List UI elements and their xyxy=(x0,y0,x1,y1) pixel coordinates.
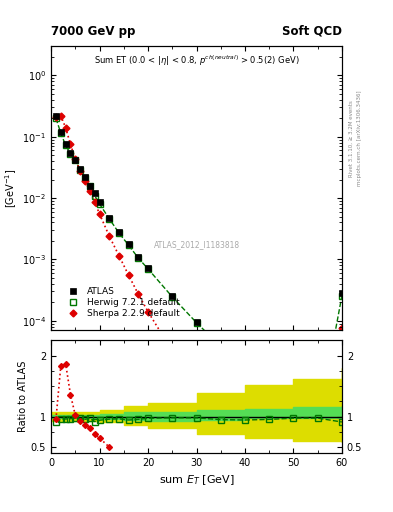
Herwig 7.2.1 default xyxy=(83,175,87,181)
ATLAS xyxy=(88,182,92,188)
ATLAS xyxy=(340,290,344,296)
ATLAS xyxy=(267,383,272,390)
Sherpa 2.2.9 default xyxy=(194,387,199,393)
Text: Rivet 3.1.10, ≥ 3.2M events: Rivet 3.1.10, ≥ 3.2M events xyxy=(349,100,354,177)
Sherpa 2.2.9 default xyxy=(53,114,58,120)
Sherpa 2.2.9 default xyxy=(97,211,102,217)
Sherpa 2.2.9 default xyxy=(242,462,247,468)
Sherpa 2.2.9 default xyxy=(146,309,151,315)
Sherpa 2.2.9 default xyxy=(219,424,223,431)
Herwig 7.2.1 default xyxy=(146,266,151,272)
ATLAS xyxy=(83,174,87,180)
Herwig 7.2.1 default xyxy=(170,294,174,300)
Sherpa 2.2.9 default xyxy=(267,499,272,505)
ATLAS xyxy=(68,150,73,156)
Sherpa 2.2.9 default xyxy=(107,233,112,239)
Herwig 7.2.1 default xyxy=(126,242,131,248)
ATLAS xyxy=(194,319,199,325)
Y-axis label: $\frac{1}{N_{\rm evt}}\frac{dN_{\rm evt}}{d\,{\rm sum}\,E_T}$
[GeV$^{-1}$]: $\frac{1}{N_{\rm evt}}\frac{dN_{\rm evt}… xyxy=(0,166,19,210)
Text: ATLAS_2012_I1183818: ATLAS_2012_I1183818 xyxy=(153,241,240,249)
Herwig 7.2.1 default xyxy=(267,385,272,391)
ATLAS xyxy=(146,265,151,271)
Text: 7000 GeV pp: 7000 GeV pp xyxy=(51,25,136,37)
Sherpa 2.2.9 default xyxy=(59,113,63,119)
X-axis label: sum $E_T$ [GeV]: sum $E_T$ [GeV] xyxy=(159,474,234,487)
ATLAS xyxy=(291,403,296,410)
ATLAS xyxy=(63,141,68,147)
Herwig 7.2.1 default xyxy=(194,319,199,326)
ATLAS xyxy=(92,190,97,196)
Sherpa 2.2.9 default xyxy=(63,124,68,131)
Herwig 7.2.1 default xyxy=(97,201,102,207)
Herwig 7.2.1 default xyxy=(242,365,247,371)
Herwig 7.2.1 default xyxy=(219,344,223,350)
Legend: ATLAS, Herwig 7.2.1 default, Sherpa 2.2.9 default: ATLAS, Herwig 7.2.1 default, Sherpa 2.2.… xyxy=(61,285,181,320)
Sherpa 2.2.9 default xyxy=(73,156,78,162)
ATLAS xyxy=(73,157,78,163)
Text: Soft QCD: Soft QCD xyxy=(282,25,342,37)
Herwig 7.2.1 default xyxy=(53,115,58,121)
ATLAS xyxy=(136,254,141,260)
Herwig 7.2.1 default xyxy=(63,142,68,148)
Line: Sherpa 2.2.9 default: Sherpa 2.2.9 default xyxy=(53,113,344,512)
Herwig 7.2.1 default xyxy=(291,404,296,410)
ATLAS xyxy=(126,241,131,247)
Herwig 7.2.1 default xyxy=(68,151,73,157)
Herwig 7.2.1 default xyxy=(92,193,97,199)
Y-axis label: Ratio to ATLAS: Ratio to ATLAS xyxy=(18,361,28,433)
ATLAS xyxy=(97,199,102,205)
Herwig 7.2.1 default xyxy=(88,183,92,189)
Text: mcplots.cern.ch [arXiv:1306.3436]: mcplots.cern.ch [arXiv:1306.3436] xyxy=(357,91,362,186)
Herwig 7.2.1 default xyxy=(340,293,344,299)
Herwig 7.2.1 default xyxy=(73,157,78,163)
ATLAS xyxy=(78,166,83,172)
Sherpa 2.2.9 default xyxy=(136,291,141,297)
Line: ATLAS: ATLAS xyxy=(53,113,345,428)
ATLAS xyxy=(53,113,58,119)
Herwig 7.2.1 default xyxy=(107,216,112,222)
Herwig 7.2.1 default xyxy=(59,130,63,136)
Herwig 7.2.1 default xyxy=(78,166,83,173)
Sherpa 2.2.9 default xyxy=(92,199,97,205)
ATLAS xyxy=(242,364,247,370)
Sherpa 2.2.9 default xyxy=(340,325,344,331)
Herwig 7.2.1 default xyxy=(136,255,141,261)
ATLAS xyxy=(219,342,223,348)
Sherpa 2.2.9 default xyxy=(88,188,92,194)
Line: Herwig 7.2.1 default: Herwig 7.2.1 default xyxy=(53,115,345,429)
ATLAS xyxy=(59,129,63,135)
Sherpa 2.2.9 default xyxy=(83,178,87,184)
ATLAS xyxy=(315,422,320,428)
Herwig 7.2.1 default xyxy=(315,422,320,429)
Sherpa 2.2.9 default xyxy=(126,272,131,279)
Sherpa 2.2.9 default xyxy=(78,167,83,174)
Herwig 7.2.1 default xyxy=(117,230,121,236)
Sherpa 2.2.9 default xyxy=(117,252,121,259)
Sherpa 2.2.9 default xyxy=(170,348,174,354)
Text: Sum ET (0.0 < $|\eta|$ < 0.8, $p^{ch(neutral)}$ > 0.5(2) GeV): Sum ET (0.0 < $|\eta|$ < 0.8, $p^{ch(neu… xyxy=(94,53,299,68)
ATLAS xyxy=(170,293,174,300)
ATLAS xyxy=(117,229,121,235)
ATLAS xyxy=(107,215,112,221)
Sherpa 2.2.9 default xyxy=(68,141,73,147)
